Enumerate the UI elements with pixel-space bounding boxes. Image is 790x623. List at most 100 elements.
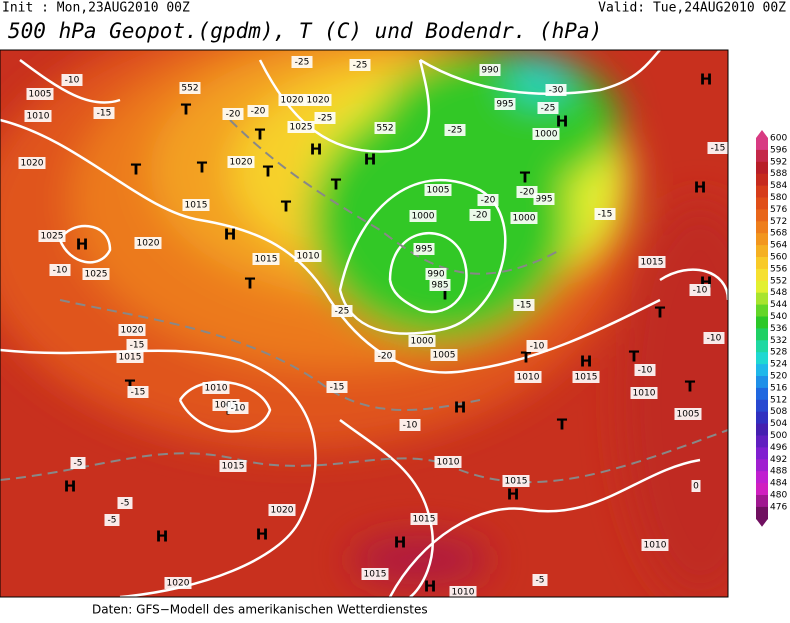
colorbar-swatch [756,376,768,389]
low-marker: T [245,275,256,293]
contour-label: -20 [378,352,393,362]
contour-label: 1020 [167,579,190,589]
high-marker: H [454,399,467,417]
label-box [349,59,371,71]
contour-label: -20 [473,211,488,221]
colorbar-label: 532 [770,336,787,346]
low-marker: T [125,377,136,395]
label-box [222,108,244,120]
label-box [444,124,466,136]
label-box [117,497,133,509]
footer-credit: Daten: GFS−Modell des amerikanischen Wet… [92,603,428,617]
label-box [82,268,110,280]
contour-label: -5 [121,499,130,509]
valid-time: Valid: Tue,24AUG2010 00Z [598,1,786,16]
label-box [572,371,600,383]
contour-label: -25 [295,58,310,68]
label-box [502,475,530,487]
contour-label: 985 [431,281,448,291]
colorbar-label: 500 [770,431,787,441]
label-box [374,350,396,362]
label-box [537,102,559,114]
contour-label: -15 [130,341,145,351]
colorbar-label: 540 [770,312,787,322]
colorbar-swatch [756,173,768,187]
colorbar-swatch [756,149,768,163]
colorbar-label: 496 [770,443,787,453]
label-box [126,339,148,351]
colorbar-label: 560 [770,253,787,263]
contour-label: 1010 [644,541,667,551]
low-marker: T [255,126,266,144]
label-box [252,253,280,265]
map-labels: HHHHHHHHHHHHHHHHTTTTTTTTTTTTTTTTT1005101… [18,56,728,598]
contour-label: 1015 [185,201,208,211]
colorbar-swatch [756,328,768,341]
contour-label: 1005 [433,351,456,361]
colorbar-swatch [756,197,768,210]
colorbar-swatch [756,435,768,448]
contour-label: -10 [693,286,708,296]
colorbar-label: 492 [770,455,787,465]
contour-label: 1020 [137,239,160,249]
contour-label: 552 [376,124,393,134]
contour-label: -25 [335,307,350,317]
colorbar-label: 476 [770,502,787,512]
high-marker: H [156,528,169,546]
contour-label: 1020 [21,159,44,169]
label-box [449,586,477,597]
label-box [179,82,201,94]
colorbar-label: 580 [770,193,787,203]
init-time: Init : Mon,23AUG2010 00Z [2,1,190,16]
colorbar-end [756,518,768,527]
high-marker: H [694,179,707,197]
colorbar-label: 484 [770,479,787,489]
contour-label: 1010 [452,588,475,598]
contour-label: 1015 [641,258,664,268]
colorbar-label: 556 [770,264,787,274]
label-box [361,568,389,580]
contour-label: 1005 [427,186,450,196]
contour-label: 1010 [27,112,50,122]
label-box [469,209,491,221]
low-marker: T [655,304,666,322]
colorbar-label: 572 [770,217,787,227]
label-box [294,250,322,262]
label-box [104,514,120,526]
contour-label: 1020 [121,326,144,336]
label-box [533,193,555,205]
contour-label: -10 [53,266,68,276]
label-box [118,324,146,336]
label-box [424,184,452,196]
label-box [219,460,247,472]
label-box [703,332,725,344]
high-marker: H [310,141,323,159]
contour-label: 1020 [230,158,253,168]
label-box [291,56,313,68]
label-box [93,107,115,119]
label-box [202,382,230,394]
colorbar-label: 600 [770,134,787,144]
colorbar-swatch [756,459,768,472]
label-box [707,142,728,154]
colorbar-label: 584 [770,181,787,191]
colorbar-swatch [756,340,768,353]
label-box [127,386,149,398]
colorbar-label: 512 [770,395,787,405]
label-box [532,128,560,140]
colorbar-label: 592 [770,157,787,167]
low-marker: T [557,416,568,434]
contour-label: 1010 [517,373,540,383]
colorbar-swatch [756,304,768,317]
contour-label: 1020 [281,96,304,106]
colorbar-swatch [756,292,768,306]
label-box [409,210,437,222]
contour-label: -15 [131,388,146,398]
colorbar-label: 568 [770,229,787,239]
colorbar-swatch [756,257,768,270]
high-marker: H [364,151,377,169]
contour-label: 1010 [633,389,656,399]
contour-label: 1015 [119,353,142,363]
contour-label: 1025 [41,232,64,242]
high-marker: H [256,526,269,544]
